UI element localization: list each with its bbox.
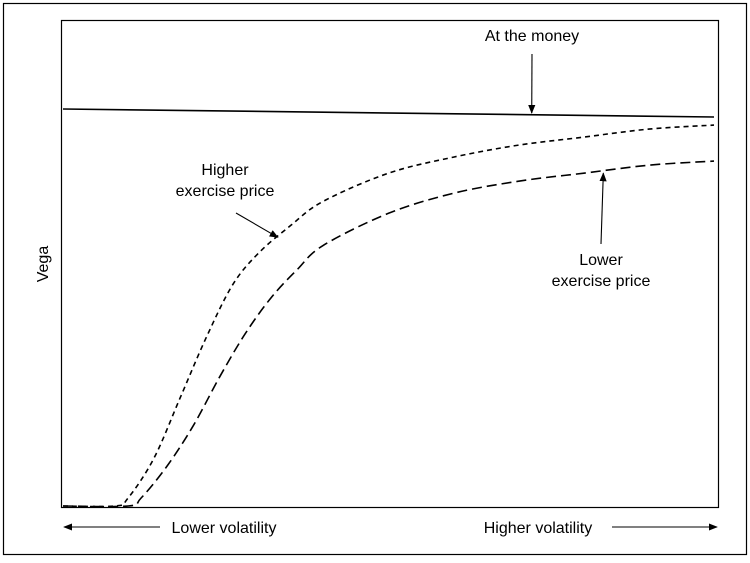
series-line-higher [63,125,714,506]
series-line-lower [63,161,714,506]
series-line-atm [63,109,714,117]
y-axis-label: Vega [35,246,52,283]
annotation-arrow-higher [236,213,278,237]
annotation-label-atm: At the money [485,28,579,45]
annotation-arrow-lower [601,173,603,244]
x-axis-label-right: Higher volatility [484,520,592,537]
series-layer [63,109,714,507]
x-axis-label-left: Lower volatility [172,520,277,537]
